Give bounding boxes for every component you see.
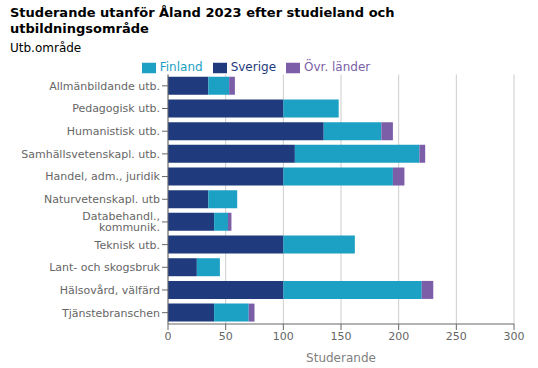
svg-text:Samhällsvetenskapl. utb.: Samhällsvetenskapl. utb. xyxy=(21,148,160,161)
svg-text:Allmänbildande utb.: Allmänbildande utb. xyxy=(49,80,160,93)
svg-text:Hälsovård, välfärd: Hälsovård, välfärd xyxy=(60,284,160,297)
svg-text:200: 200 xyxy=(388,330,409,343)
svg-text:Handel, adm., juridik: Handel, adm., juridik xyxy=(45,170,160,183)
svg-text:Tjänstebranschen: Tjänstebranschen xyxy=(61,307,160,320)
html-text:Studerande utanför Åland 2023: Studerande utanför Åland 2023 efter stud… xyxy=(10,5,395,36)
svg-text:Naturvetenskapl. utb: Naturvetenskapl. utb xyxy=(44,193,160,206)
svg-text:100: 100 xyxy=(273,330,294,343)
html-text:Finland: Finland xyxy=(159,60,203,74)
svg-text:Humanistisk utb.: Humanistisk utb. xyxy=(67,125,160,138)
svg-text:Lant- och skogsbruk: Lant- och skogsbruk xyxy=(49,261,160,274)
svg-text:300: 300 xyxy=(504,330,525,343)
svg-text:Teknisk utb.: Teknisk utb. xyxy=(94,239,160,252)
svg-text:0: 0 xyxy=(165,330,172,343)
svg-text:50: 50 xyxy=(219,330,233,343)
svg-text:150: 150 xyxy=(331,330,352,343)
html-text:Sverige: Sverige xyxy=(230,60,276,74)
svg-text:250: 250 xyxy=(446,330,467,343)
svg-text:Studerande: Studerande xyxy=(306,351,376,365)
html-text:Övr. länder: Övr. länder xyxy=(304,60,371,74)
svg-text:Databehandl.,kommunik.: Databehandl.,kommunik. xyxy=(82,210,160,234)
svg-text:Pedagogisk utb.: Pedagogisk utb. xyxy=(72,102,160,115)
html-text:Utb.område: Utb.område xyxy=(10,41,82,55)
